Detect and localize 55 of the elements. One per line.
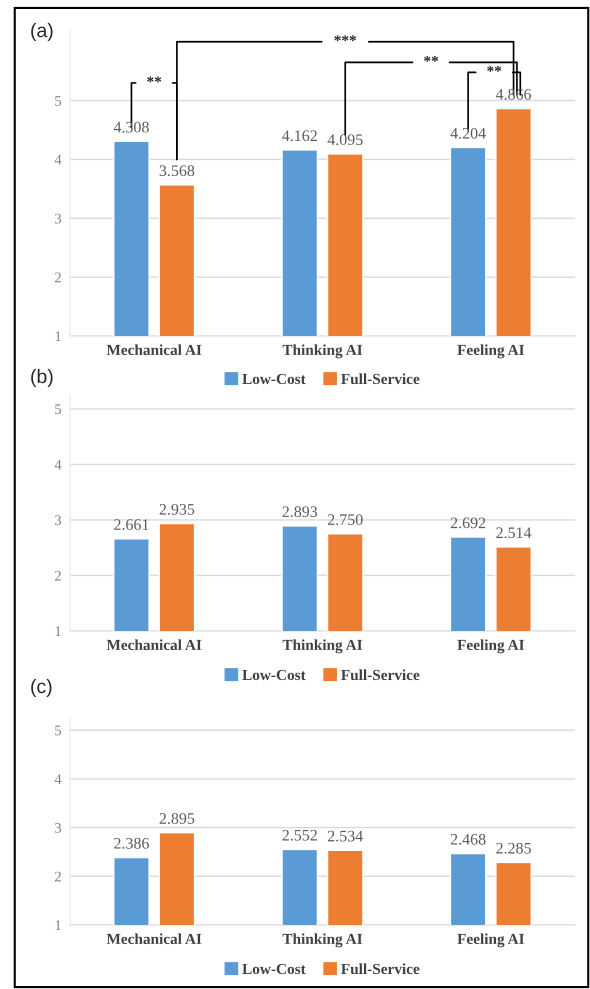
annotation: ** bbox=[147, 76, 162, 82]
data-label: 4.866 bbox=[496, 88, 532, 100]
text: 2.692 bbox=[450, 518, 486, 528]
x-tick-label: Mechanical AI bbox=[106, 933, 202, 944]
x-tick-label: Thinking AI bbox=[282, 639, 362, 654]
y-tick-label: 1 bbox=[56, 920, 61, 930]
legend-label: Low-Cost bbox=[242, 374, 306, 384]
data-label: 2.534 bbox=[328, 830, 363, 842]
data-label: 4.162 bbox=[282, 130, 317, 142]
data-label: 2.386 bbox=[114, 838, 149, 849]
y-tick-label: 5 bbox=[55, 726, 62, 736]
y-tick-label: 2 bbox=[55, 872, 61, 882]
annotation: *** bbox=[334, 35, 356, 42]
data-label: 2.285 bbox=[496, 842, 531, 854]
text: 2.893 bbox=[282, 506, 318, 518]
x-tick-label: Thinking AI bbox=[282, 933, 362, 948]
legend-label: Low-Cost bbox=[242, 964, 306, 974]
y-tick-label: 2 bbox=[55, 570, 61, 581]
data-label: 2.468 bbox=[450, 834, 486, 845]
annotation: ** bbox=[487, 66, 502, 72]
y-tick-label: 4 bbox=[54, 460, 62, 470]
y-tick-label: 5 bbox=[55, 404, 62, 414]
chart-title: (c) bbox=[31, 678, 52, 698]
x-tick-label: Feeling AI bbox=[457, 639, 524, 654]
legend-label: Full-Service bbox=[341, 963, 420, 974]
y-tick-label: 3 bbox=[55, 214, 62, 224]
y-tick-label: 3 bbox=[55, 515, 62, 526]
text: 2.750 bbox=[328, 514, 363, 526]
text: 2.514 bbox=[496, 527, 532, 538]
chart-title: (b) bbox=[31, 368, 53, 388]
data-label: 3.568 bbox=[160, 165, 194, 176]
y-tick-label: 4 bbox=[54, 154, 62, 165]
data-label: 2.552 bbox=[282, 830, 317, 841]
x-tick-label: Thinking AI bbox=[282, 344, 362, 358]
legend-label: Full-Service bbox=[341, 669, 420, 680]
legend-label: Full-Service bbox=[341, 373, 420, 384]
data-label: 4.095 bbox=[328, 134, 363, 146]
x-tick-label: Feeling AI bbox=[457, 933, 524, 948]
x-tick-label: Mechanical AI bbox=[106, 344, 202, 356]
y-tick-label: 1 bbox=[56, 626, 61, 636]
x-tick-label: Mechanical AI bbox=[106, 639, 202, 650]
data-label: 4.204 bbox=[450, 128, 486, 139]
data-label: 4.308 bbox=[114, 122, 149, 133]
chart-title: (a) bbox=[31, 22, 53, 42]
annotation: ** bbox=[424, 56, 438, 62]
y-tick-label: 1 bbox=[56, 331, 61, 342]
y-tick-label: 4 bbox=[54, 774, 62, 784]
legend-label: Low-Cost bbox=[242, 670, 306, 680]
text: 2.661 bbox=[114, 519, 148, 530]
data-label: 2.895 bbox=[160, 813, 194, 824]
text: 2.935 bbox=[160, 504, 194, 515]
x-tick-label: Feeling AI bbox=[457, 344, 524, 358]
y-tick-label: 3 bbox=[55, 822, 62, 833]
y-tick-label: 2 bbox=[55, 272, 61, 282]
y-tick-label: 5 bbox=[55, 96, 62, 106]
